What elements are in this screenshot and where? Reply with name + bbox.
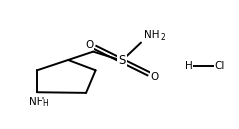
Text: NH: NH [29,97,45,107]
Text: O: O [150,72,158,82]
Text: S: S [118,54,125,67]
Text: 2: 2 [161,33,166,42]
Text: H: H [42,99,48,108]
Text: O: O [86,39,94,50]
Text: NH: NH [144,30,159,41]
Text: H: H [185,61,193,71]
Text: Cl: Cl [215,61,225,71]
